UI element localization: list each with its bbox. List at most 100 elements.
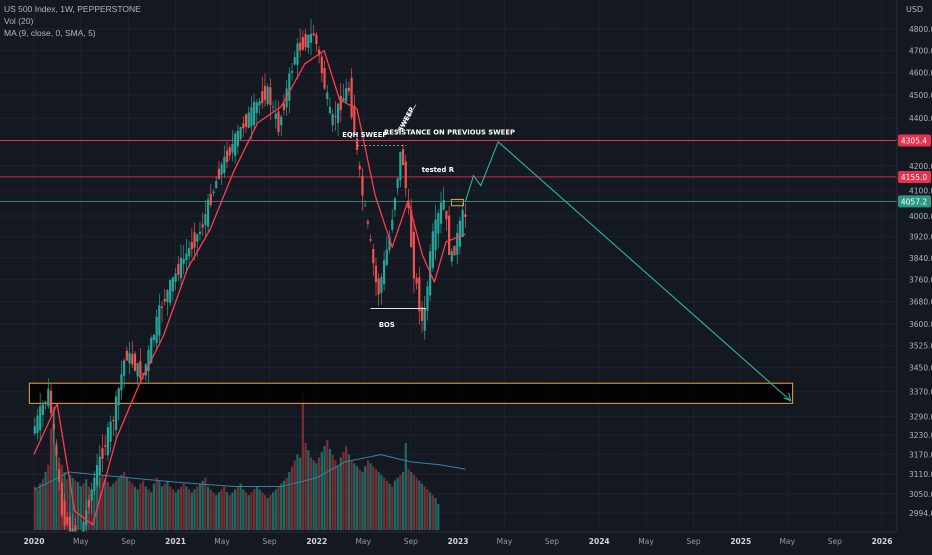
candle-body — [255, 102, 258, 113]
volume-bar — [212, 492, 215, 530]
y-tick-label: 4200.0 — [909, 162, 932, 171]
y-tick-label: 4600.0 — [909, 69, 932, 78]
candle-body — [128, 352, 131, 364]
x-tick-label: Sep — [687, 537, 701, 546]
candle-body — [309, 33, 313, 43]
candle-body — [250, 107, 253, 127]
volume-bar — [158, 480, 161, 530]
volume-bar — [217, 492, 221, 530]
volume-bar — [312, 460, 315, 530]
candle-body — [131, 354, 134, 365]
candle-body — [68, 516, 72, 534]
volume-bar — [215, 495, 218, 530]
volume-bar — [98, 477, 101, 530]
volume-bar — [366, 460, 369, 530]
candle-body — [328, 106, 332, 114]
candle-body — [225, 150, 229, 162]
candle-body — [228, 147, 231, 156]
volume-bar — [47, 464, 50, 530]
x-tick-label: 2026 — [872, 537, 893, 546]
y-tick-label: 3230.0 — [909, 431, 932, 440]
candle-body — [52, 423, 55, 430]
candle-body — [93, 477, 96, 491]
volume-bar — [401, 472, 405, 530]
candle-body — [326, 92, 329, 99]
legend-ma[interactable]: MA (9, close, 0, SMA, 5) — [4, 28, 96, 38]
x-tick-label: 2022 — [306, 537, 327, 546]
candle-body — [369, 239, 372, 241]
moving-average-line[interactable] — [33, 49, 466, 526]
candle-body — [271, 106, 275, 108]
candle-body — [442, 199, 445, 210]
y-tick-label: 2994.0 — [909, 509, 932, 518]
candle-body — [269, 87, 272, 106]
volume-bar — [160, 486, 164, 530]
volume-bar — [190, 492, 193, 530]
volume-bar — [309, 457, 313, 530]
candle-body — [293, 57, 296, 65]
volume-bar — [339, 457, 342, 530]
candle-body — [345, 88, 348, 102]
candle-body — [301, 37, 304, 50]
candle-body — [169, 279, 172, 304]
volume-bar — [342, 451, 345, 530]
candle-body — [217, 168, 221, 180]
candle-body — [117, 388, 120, 406]
volume-bar — [236, 486, 239, 530]
candle-body — [353, 105, 356, 135]
x-tick-label: 2021 — [165, 537, 186, 546]
candle-body — [355, 138, 359, 151]
candle-body — [299, 42, 302, 51]
volume-bar — [152, 483, 156, 530]
candle-body — [364, 205, 367, 207]
candle-body — [426, 286, 429, 311]
candle-body — [41, 404, 44, 416]
candle-body — [55, 446, 58, 456]
candle-body — [420, 307, 424, 321]
volume-bar — [372, 466, 375, 530]
resistance-test-box[interactable] — [450, 198, 464, 207]
x-tick-label: Sep — [263, 537, 277, 546]
volume-bar — [125, 477, 128, 530]
projection-path[interactable] — [464, 140, 792, 402]
candle-body — [456, 232, 459, 255]
candle-body — [358, 165, 361, 170]
candle-body — [158, 305, 161, 336]
eqh-sweep-label: EQH SWEEP — [342, 131, 387, 139]
y-tick-label: 4500.0 — [909, 91, 932, 100]
candle-body — [98, 456, 101, 475]
candle-body — [212, 191, 215, 194]
legend-volume[interactable]: Vol (20) — [4, 16, 34, 26]
candle-body — [39, 406, 42, 431]
support-zone[interactable] — [28, 382, 794, 404]
candle-body — [47, 388, 50, 407]
volume-bar — [304, 443, 307, 530]
x-tick-label: Sep — [828, 537, 842, 546]
x-tick-label: May — [779, 537, 795, 546]
candle-body — [450, 251, 453, 262]
candle-body — [234, 133, 237, 156]
x-tick-label: 2023 — [448, 537, 469, 546]
volume-bar — [353, 463, 356, 530]
x-tick-label: Sep — [404, 537, 418, 546]
candle-body — [374, 265, 378, 283]
volume-bar — [112, 483, 115, 530]
volume-bar — [36, 489, 39, 530]
candle-body — [244, 114, 248, 127]
candle-body — [350, 77, 353, 118]
y-tick-label: 4800.0 — [909, 25, 932, 34]
volume-bar — [326, 440, 329, 530]
volume-bar — [155, 477, 158, 530]
volume-bar — [290, 466, 294, 530]
candle-body — [101, 448, 104, 459]
candle-body — [150, 337, 153, 364]
volume-bar — [163, 483, 166, 530]
volume-bar — [266, 498, 269, 530]
volume-bar — [377, 472, 380, 530]
chart-legend: US 500 Index, 1W, PEPPERSTONE Vol (20) M… — [4, 3, 141, 39]
candle-body — [220, 164, 223, 175]
legend-symbol[interactable]: US 500 Index, 1W, PEPPERSTONE — [4, 4, 141, 14]
candle-body — [120, 374, 123, 391]
